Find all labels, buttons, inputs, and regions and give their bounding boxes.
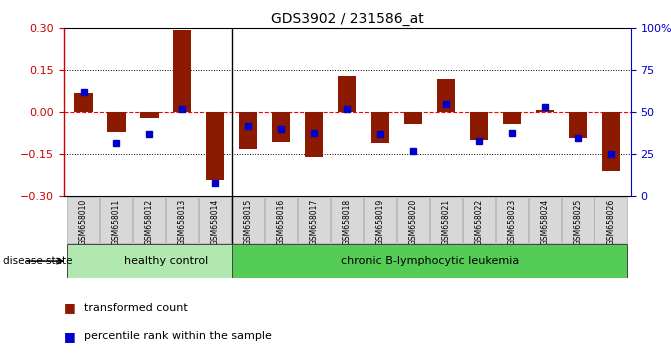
Text: GSM658024: GSM658024 bbox=[541, 199, 550, 245]
FancyBboxPatch shape bbox=[496, 198, 528, 243]
Text: GSM658019: GSM658019 bbox=[376, 199, 384, 245]
Bar bbox=[173, 30, 191, 113]
FancyBboxPatch shape bbox=[265, 198, 297, 243]
FancyBboxPatch shape bbox=[529, 198, 561, 243]
Text: GSM658020: GSM658020 bbox=[409, 199, 417, 245]
Bar bbox=[503, 113, 521, 124]
Bar bbox=[569, 113, 587, 138]
Bar bbox=[404, 113, 422, 124]
Text: GSM658023: GSM658023 bbox=[507, 199, 517, 245]
Text: ■: ■ bbox=[64, 302, 76, 314]
FancyBboxPatch shape bbox=[133, 198, 165, 243]
Bar bbox=[232, 244, 627, 278]
FancyBboxPatch shape bbox=[462, 198, 495, 243]
FancyBboxPatch shape bbox=[166, 198, 198, 243]
Text: GSM658012: GSM658012 bbox=[145, 199, 154, 245]
Bar bbox=[140, 113, 158, 118]
FancyBboxPatch shape bbox=[562, 198, 594, 243]
Bar bbox=[338, 76, 356, 113]
Bar bbox=[602, 113, 620, 171]
Text: GSM658011: GSM658011 bbox=[112, 199, 121, 245]
FancyBboxPatch shape bbox=[397, 198, 429, 243]
Text: GSM658022: GSM658022 bbox=[474, 199, 484, 245]
Text: GSM658010: GSM658010 bbox=[79, 199, 88, 245]
Text: GSM658013: GSM658013 bbox=[178, 199, 187, 245]
FancyBboxPatch shape bbox=[364, 198, 396, 243]
Bar bbox=[305, 113, 323, 157]
Bar bbox=[470, 113, 488, 141]
Text: disease state: disease state bbox=[3, 256, 73, 266]
Title: GDS3902 / 231586_at: GDS3902 / 231586_at bbox=[271, 12, 423, 26]
Text: chronic B-lymphocytic leukemia: chronic B-lymphocytic leukemia bbox=[340, 256, 519, 266]
Bar bbox=[371, 113, 389, 143]
FancyBboxPatch shape bbox=[67, 198, 99, 243]
Bar bbox=[107, 113, 125, 132]
Bar bbox=[240, 113, 258, 149]
FancyBboxPatch shape bbox=[232, 198, 264, 243]
Text: GSM658015: GSM658015 bbox=[244, 199, 253, 245]
Bar bbox=[67, 244, 232, 278]
Text: percentile rank within the sample: percentile rank within the sample bbox=[84, 331, 272, 341]
Bar bbox=[437, 79, 455, 113]
Text: GSM658017: GSM658017 bbox=[310, 199, 319, 245]
Text: GSM658014: GSM658014 bbox=[211, 199, 220, 245]
FancyBboxPatch shape bbox=[331, 198, 363, 243]
FancyBboxPatch shape bbox=[100, 198, 132, 243]
FancyBboxPatch shape bbox=[199, 198, 231, 243]
Text: ■: ■ bbox=[64, 330, 76, 343]
Bar bbox=[74, 93, 93, 113]
Bar bbox=[536, 110, 554, 113]
FancyBboxPatch shape bbox=[429, 198, 462, 243]
Text: GSM658021: GSM658021 bbox=[442, 199, 451, 245]
Text: healthy control: healthy control bbox=[124, 256, 208, 266]
Text: GSM658026: GSM658026 bbox=[607, 199, 615, 245]
Bar bbox=[206, 113, 224, 180]
FancyBboxPatch shape bbox=[595, 198, 627, 243]
Bar bbox=[272, 113, 291, 142]
Text: GSM658025: GSM658025 bbox=[574, 199, 582, 245]
FancyBboxPatch shape bbox=[298, 198, 330, 243]
Text: transformed count: transformed count bbox=[84, 303, 188, 313]
Text: GSM658018: GSM658018 bbox=[343, 199, 352, 245]
Text: GSM658016: GSM658016 bbox=[277, 199, 286, 245]
